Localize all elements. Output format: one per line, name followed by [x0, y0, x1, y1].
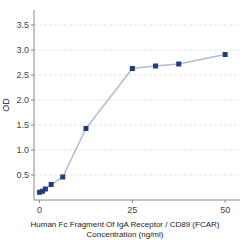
- plot-area: [37, 52, 228, 195]
- data-line: [40, 55, 226, 193]
- grid-line: [34, 125, 240, 126]
- data-point: [223, 52, 228, 57]
- y-tick-label: 1.0: [16, 145, 29, 155]
- grid-line: [34, 50, 240, 51]
- y-tick-label: 1.5: [16, 120, 29, 130]
- y-tick-label: 2.5: [16, 70, 29, 80]
- data-point: [49, 182, 54, 187]
- x-tick-label: 50: [220, 205, 230, 215]
- grid-line: [34, 25, 240, 26]
- data-point: [83, 126, 88, 131]
- data-point: [130, 66, 135, 71]
- grid-line: [34, 75, 240, 76]
- y-tick-label: 3.0: [16, 45, 29, 55]
- y-axis-label: OD: [1, 98, 11, 112]
- x-tick-label: 25: [127, 205, 137, 215]
- x-tick-label: 0: [37, 205, 42, 215]
- data-point: [176, 62, 181, 67]
- y-tick-label: 2.0: [16, 95, 29, 105]
- data-point: [153, 64, 158, 69]
- x-axis-line: [34, 200, 240, 201]
- y-tick-label: 0.5: [16, 170, 29, 180]
- data-point: [43, 187, 48, 192]
- y-axis-line: [34, 10, 35, 200]
- grid-line: [34, 100, 240, 101]
- data-point: [60, 175, 65, 180]
- chart: 0.5 1.0 1.5 2.0 2.5 3.0 3.5 0 25 50Human Fc Fragm…: [0, 0, 250, 250]
- grid-line: [34, 150, 240, 151]
- y-tick-label: 3.5: [16, 20, 29, 30]
- x-axis-label: Human Fc Fragment Of IgA Receptor / CD89…: [31, 220, 220, 239]
